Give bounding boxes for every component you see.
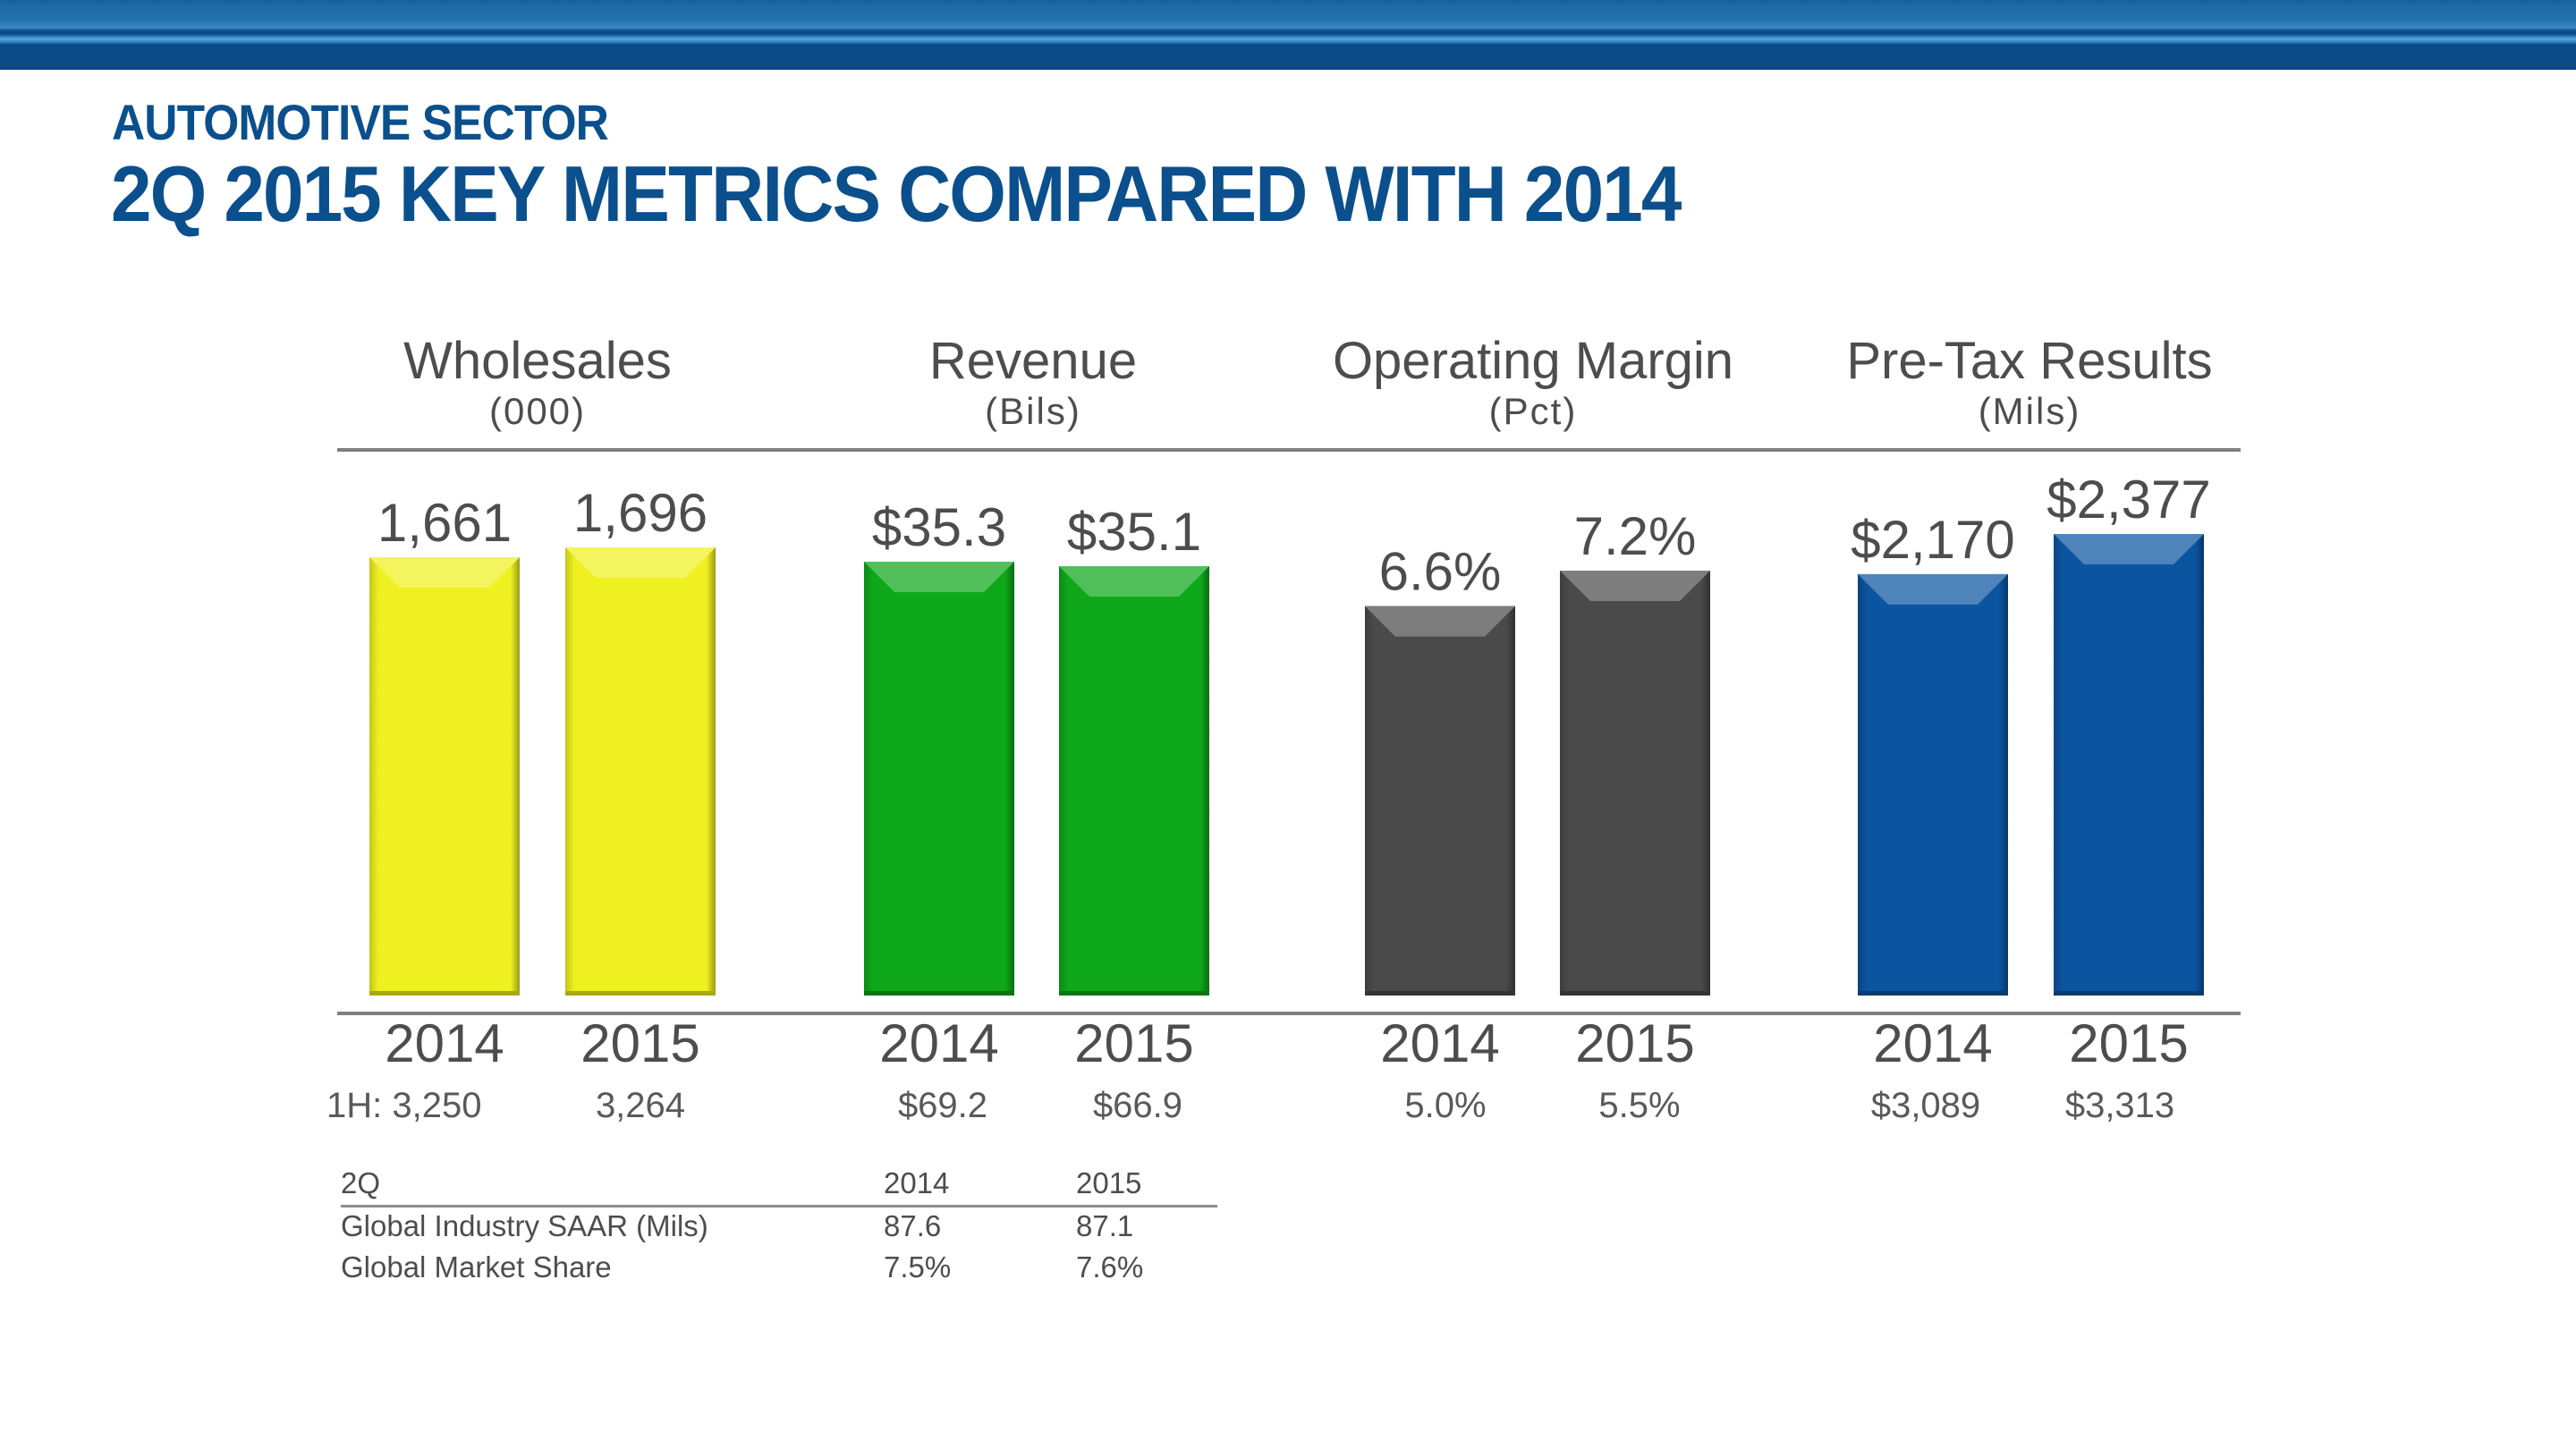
table-row: Global Industry SAAR (Mils) 87.6 87.1 bbox=[341, 1209, 1217, 1249]
table-cell-2015: 7.6% bbox=[1076, 1250, 1144, 1284]
header-band bbox=[0, 0, 2576, 70]
bar-revenue-2015 bbox=[1059, 566, 1209, 996]
group-unit-pre-tax: (Mils) bbox=[1978, 390, 2081, 432]
page-title: 2Q 2015 KEY METRICS COMPARED WITH 2014 bbox=[111, 149, 1682, 238]
x-tick-margin-2014: 2014 bbox=[1380, 1013, 1500, 1073]
bar-base-revenue-2015 bbox=[1059, 991, 1209, 996]
table-header-row: 2Q 2014 2015 bbox=[341, 1166, 1217, 1208]
table-header-2014: 2014 bbox=[884, 1166, 950, 1199]
x-tick-wholesales-2015: 2015 bbox=[580, 1013, 700, 1073]
bar-base-revenue-2014 bbox=[864, 991, 1014, 996]
table-cell-2014: 87.6 bbox=[884, 1209, 942, 1242]
data-label-wholesales-2015: 1,696 bbox=[573, 483, 708, 543]
bar-bevel-revenue-2014 bbox=[864, 562, 1014, 592]
table-row-label: Global Industry SAAR (Mils) bbox=[341, 1209, 708, 1242]
group-unit-revenue: (Bils) bbox=[985, 390, 1081, 432]
first-half-wholesales-2015: 3,264 bbox=[595, 1086, 686, 1125]
bar-base-operating-margin-2015 bbox=[1560, 991, 1710, 996]
data-label-operating-margin-2014: 6.6% bbox=[1379, 542, 1502, 602]
section-kicker: AUTOMOTIVE SECTOR bbox=[112, 94, 609, 150]
bar-bevel-revenue-2015 bbox=[1059, 566, 1209, 597]
bar-bevel-wholesales-2014 bbox=[369, 557, 520, 588]
first-half-margin-2015: 5.5% bbox=[1598, 1086, 1681, 1125]
group-unit-operating-margin: (Pct) bbox=[1488, 390, 1578, 432]
x-tick-revenue-2014: 2014 bbox=[879, 1013, 999, 1073]
data-label-operating-margin-2015: 7.2% bbox=[1574, 506, 1697, 566]
first-half-value: 3,250 bbox=[392, 1086, 482, 1125]
first-half-revenue-2015: $66.9 bbox=[1092, 1086, 1183, 1125]
baseline-rule bbox=[337, 1012, 2241, 1015]
first-half-pretax-2015: $3,313 bbox=[2064, 1086, 2175, 1125]
bar-bevel-operating-margin-2014 bbox=[1365, 606, 1515, 637]
table-row-label: Global Market Share bbox=[341, 1250, 612, 1284]
bar-bevel-wholesales-2015 bbox=[565, 547, 716, 578]
first-half-wholesales-2014: 1H: 3,250 bbox=[326, 1086, 523, 1126]
x-tick-wholesales-2014: 2014 bbox=[385, 1013, 504, 1073]
bar-base-wholesales-2015 bbox=[565, 991, 716, 996]
first-half-margin-2014: 5.0% bbox=[1404, 1086, 1487, 1125]
bar-bevel-operating-margin-2015 bbox=[1560, 571, 1710, 601]
bar-pre-tax-2015 bbox=[2054, 534, 2204, 996]
first-half-prefix: 1H: bbox=[326, 1086, 383, 1125]
table-row: Global Market Share 7.5% 7.6% bbox=[341, 1250, 1217, 1290]
top-rule bbox=[337, 448, 2241, 452]
table-cell-2014: 7.5% bbox=[884, 1250, 952, 1284]
bar-operating-margin-2014 bbox=[1365, 606, 1515, 996]
bar-base-operating-margin-2014 bbox=[1365, 991, 1515, 996]
bar-revenue-2014 bbox=[864, 562, 1014, 996]
bar-wholesales-2014 bbox=[369, 557, 520, 996]
data-label-pre-tax-2015: $2,377 bbox=[2046, 470, 2211, 530]
data-label-wholesales-2014: 1,661 bbox=[377, 493, 512, 553]
group-unit-wholesales: (000) bbox=[488, 390, 587, 432]
group-title-revenue: Revenue bbox=[928, 332, 1138, 390]
x-tick-pretax-2015: 2015 bbox=[2069, 1013, 2189, 1073]
data-label-pre-tax-2014: $2,170 bbox=[1851, 510, 2015, 570]
x-tick-pretax-2014: 2014 bbox=[1873, 1013, 1993, 1073]
group-title-operating-margin: Operating Margin bbox=[1332, 332, 1734, 390]
data-label-revenue-2014: $35.3 bbox=[872, 497, 1006, 557]
group-title-pre-tax: Pre-Tax Results bbox=[1846, 332, 2213, 390]
bar-bevel-pre-tax-2014 bbox=[1858, 573, 2008, 605]
first-half-revenue-2014: $69.2 bbox=[897, 1086, 988, 1125]
bar-operating-margin-2015 bbox=[1560, 571, 1710, 996]
data-label-revenue-2015: $35.1 bbox=[1067, 502, 1201, 562]
x-tick-margin-2015: 2015 bbox=[1575, 1013, 1695, 1073]
bar-base-wholesales-2014 bbox=[369, 991, 520, 996]
bar-pre-tax-2014 bbox=[1858, 573, 2008, 996]
x-tick-revenue-2015: 2015 bbox=[1074, 1013, 1194, 1073]
table-header-period: 2Q bbox=[341, 1166, 381, 1199]
bar-base-pre-tax-2014 bbox=[1858, 991, 2008, 996]
group-title-wholesales: Wholesales bbox=[403, 332, 672, 390]
bar-wholesales-2015 bbox=[565, 547, 716, 996]
table-cell-2015: 87.1 bbox=[1076, 1209, 1134, 1242]
table-header-2015: 2015 bbox=[1076, 1166, 1142, 1199]
table-rule bbox=[341, 1205, 1217, 1208]
bar-bevel-pre-tax-2015 bbox=[2054, 534, 2204, 564]
first-half-pretax-2014: $3,089 bbox=[1870, 1086, 1981, 1125]
bar-base-pre-tax-2015 bbox=[2054, 991, 2204, 996]
